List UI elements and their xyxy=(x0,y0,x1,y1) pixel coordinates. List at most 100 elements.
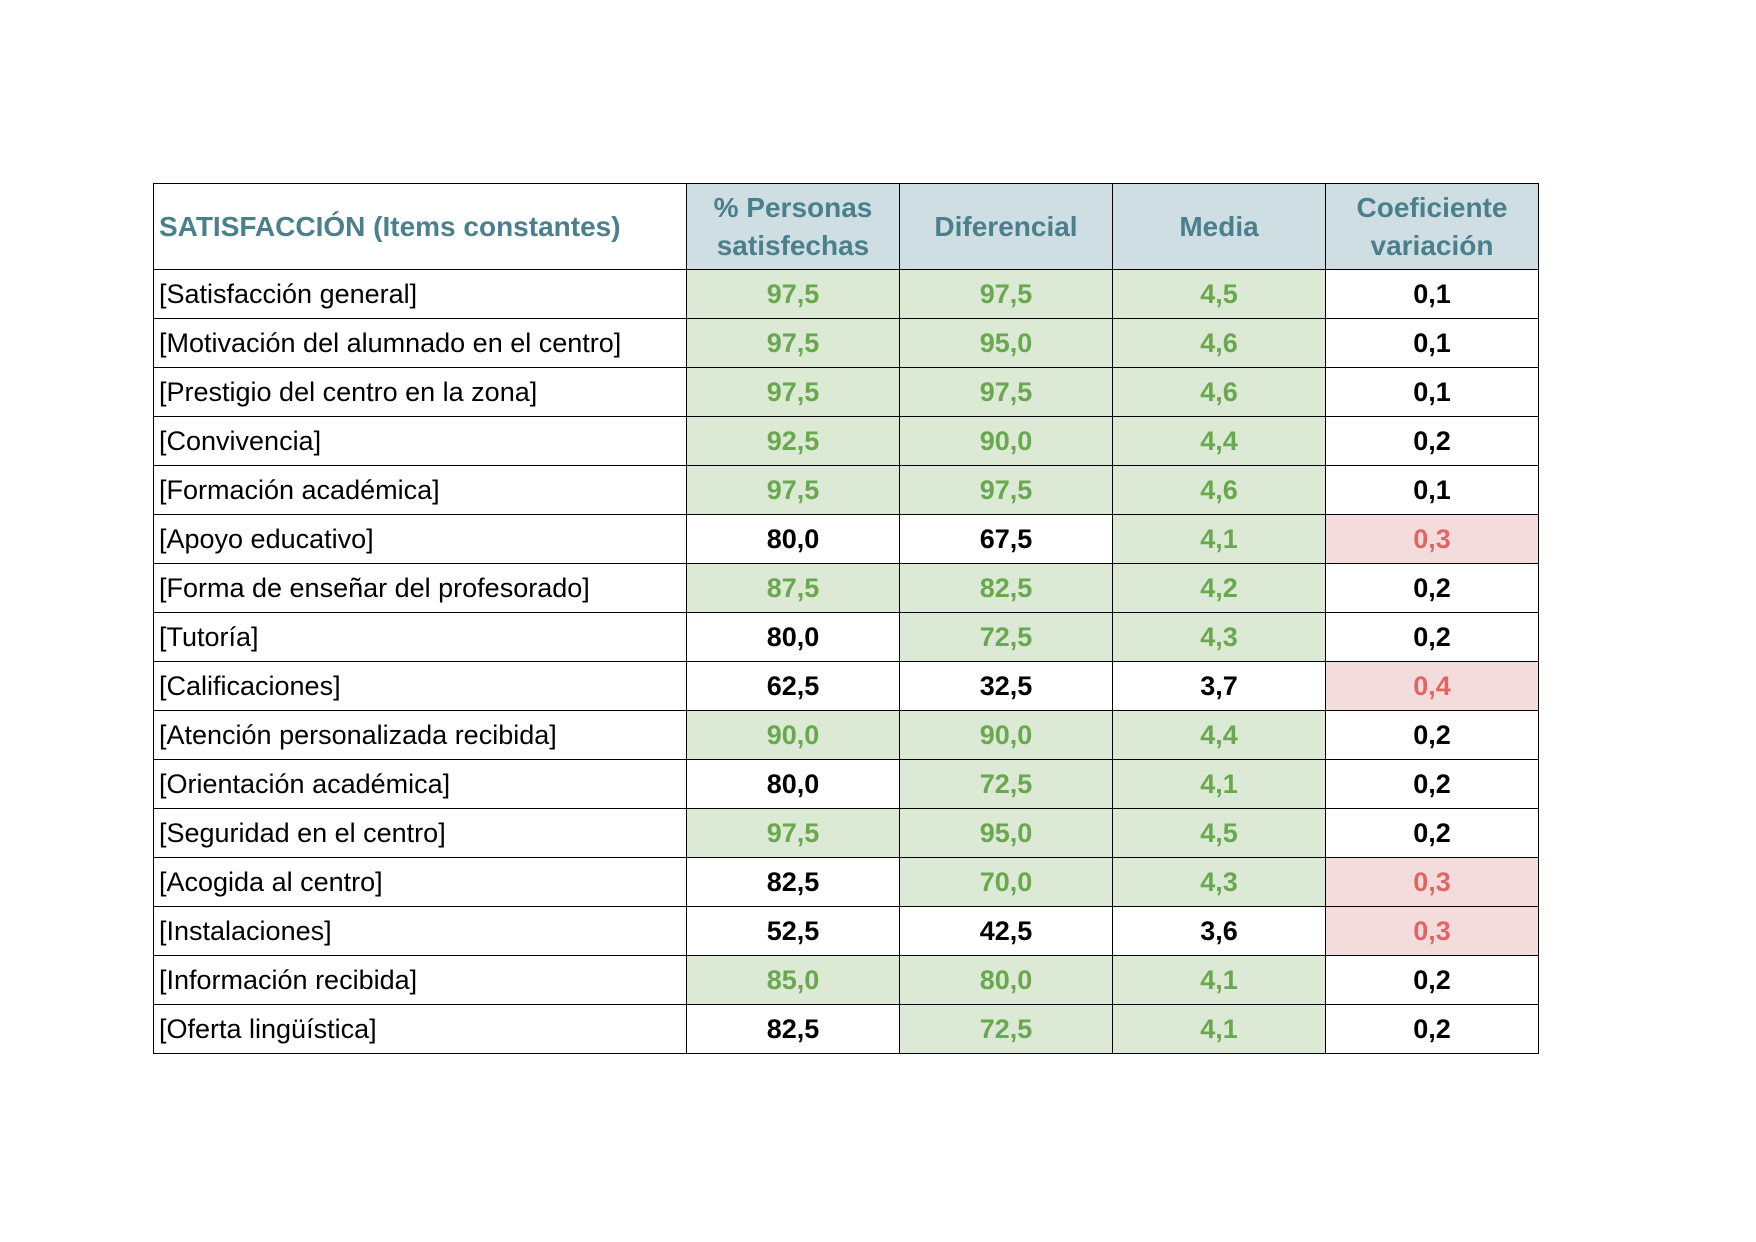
cell-item-label: [Calificaciones] xyxy=(153,661,687,711)
cell-personas-satisfechas: 97,5 xyxy=(686,465,900,515)
cell-diferencial: 97,5 xyxy=(899,367,1113,417)
cell-diferencial: 80,0 xyxy=(899,955,1113,1005)
cell-personas-satisfechas: 97,5 xyxy=(686,808,900,858)
cell-item-label: [Satisfacción general] xyxy=(153,269,687,319)
cell-item-label: [Convivencia] xyxy=(153,416,687,466)
cell-media: 3,7 xyxy=(1112,661,1326,711)
cell-item-label: [Motivación del alumnado en el centro] xyxy=(153,318,687,368)
table-row: [Satisfacción general] 97,5 97,5 4,5 0,1 xyxy=(153,269,1539,319)
cell-personas-satisfechas: 97,5 xyxy=(686,318,900,368)
cell-coeficiente-variacion: 0,2 xyxy=(1325,612,1539,662)
table-row: [Orientación académica] 80,0 72,5 4,1 0,2 xyxy=(153,759,1539,809)
cell-personas-satisfechas: 92,5 xyxy=(686,416,900,466)
cell-item-label: [Orientación académica] xyxy=(153,759,687,809)
cell-coeficiente-variacion: 0,1 xyxy=(1325,269,1539,319)
cell-diferencial: 70,0 xyxy=(899,857,1113,907)
cell-personas-satisfechas: 82,5 xyxy=(686,1004,900,1054)
table-row: [Motivación del alumnado en el centro] 97… xyxy=(153,318,1539,368)
cell-media: 4,1 xyxy=(1112,514,1326,564)
cell-personas-satisfechas: 97,5 xyxy=(686,269,900,319)
cell-media: 3,6 xyxy=(1112,906,1326,956)
cell-item-label: [Seguridad en el centro] xyxy=(153,808,687,858)
cell-media: 4,6 xyxy=(1112,465,1326,515)
cell-diferencial: 42,5 xyxy=(899,906,1113,956)
header-diferencial: Diferencial xyxy=(899,183,1113,270)
cell-personas-satisfechas: 80,0 xyxy=(686,759,900,809)
table-row: [Información recibida] 85,0 80,0 4,1 0,2 xyxy=(153,955,1539,1005)
header-personas-line1: % Personas xyxy=(713,191,873,223)
cell-media: 4,3 xyxy=(1112,857,1326,907)
cell-diferencial: 90,0 xyxy=(899,416,1113,466)
cell-media: 4,5 xyxy=(1112,808,1326,858)
cell-coeficiente-variacion: 0,2 xyxy=(1325,416,1539,466)
cell-item-label: [Información recibida] xyxy=(153,955,687,1005)
cell-coeficiente-variacion: 0,2 xyxy=(1325,759,1539,809)
cell-personas-satisfechas: 80,0 xyxy=(686,612,900,662)
cell-media: 4,6 xyxy=(1112,367,1326,417)
header-coef-line1: Coeficiente xyxy=(1356,191,1508,223)
header-coef-line2: variación xyxy=(1370,229,1494,261)
cell-media: 4,1 xyxy=(1112,1004,1326,1054)
table-row: [Convivencia] 92,5 90,0 4,4 0,2 xyxy=(153,416,1539,466)
cell-coeficiente-variacion: 0,3 xyxy=(1325,857,1539,907)
cell-item-label: [Forma de enseñar del profesorado] xyxy=(153,563,687,613)
table-row: [Atención personalizada recibida] 90,0 90,… xyxy=(153,710,1539,760)
header-personas-line2: satisfechas xyxy=(716,229,870,261)
cell-coeficiente-variacion: 0,2 xyxy=(1325,808,1539,858)
cell-coeficiente-variacion: 0,1 xyxy=(1325,367,1539,417)
table-row: [Forma de enseñar del profesorado] 87,5 82… xyxy=(153,563,1539,613)
header-media: Media xyxy=(1112,183,1326,270)
cell-coeficiente-variacion: 0,2 xyxy=(1325,955,1539,1005)
table-row: [Tutoría] 80,0 72,5 4,3 0,2 xyxy=(153,612,1539,662)
table-row: [Apoyo educativo] 80,0 67,5 4,1 0,3 xyxy=(153,514,1539,564)
cell-diferencial: 67,5 xyxy=(899,514,1113,564)
cell-diferencial: 72,5 xyxy=(899,759,1113,809)
cell-personas-satisfechas: 52,5 xyxy=(686,906,900,956)
cell-coeficiente-variacion: 0,2 xyxy=(1325,1004,1539,1054)
cell-diferencial: 97,5 xyxy=(899,269,1113,319)
cell-item-label: [Instalaciones] xyxy=(153,906,687,956)
cell-coeficiente-variacion: 0,4 xyxy=(1325,661,1539,711)
cell-personas-satisfechas: 87,5 xyxy=(686,563,900,613)
cell-personas-satisfechas: 62,5 xyxy=(686,661,900,711)
cell-media: 4,1 xyxy=(1112,955,1326,1005)
cell-item-label: [Prestigio del centro en la zona] xyxy=(153,367,687,417)
header-item: SATISFACCIÓN (Items constantes) xyxy=(153,183,687,270)
table-row: [Calificaciones] 62,5 32,5 3,7 0,4 xyxy=(153,661,1539,711)
cell-personas-satisfechas: 90,0 xyxy=(686,710,900,760)
table-row: [Prestigio del centro en la zona] 97,5 97,… xyxy=(153,367,1539,417)
cell-diferencial: 97,5 xyxy=(899,465,1113,515)
table-row: [Formación académica] 97,5 97,5 4,6 0,1 xyxy=(153,465,1539,515)
cell-media: 4,3 xyxy=(1112,612,1326,662)
cell-diferencial: 95,0 xyxy=(899,808,1113,858)
cell-item-label: [Formación académica] xyxy=(153,465,687,515)
cell-media: 4,5 xyxy=(1112,269,1326,319)
cell-diferencial: 72,5 xyxy=(899,1004,1113,1054)
cell-diferencial: 90,0 xyxy=(899,710,1113,760)
cell-media: 4,4 xyxy=(1112,710,1326,760)
cell-diferencial: 32,5 xyxy=(899,661,1113,711)
cell-item-label: [Tutoría] xyxy=(153,612,687,662)
cell-coeficiente-variacion: 0,3 xyxy=(1325,514,1539,564)
cell-personas-satisfechas: 85,0 xyxy=(686,955,900,1005)
cell-coeficiente-variacion: 0,3 xyxy=(1325,906,1539,956)
cell-personas-satisfechas: 80,0 xyxy=(686,514,900,564)
cell-personas-satisfechas: 97,5 xyxy=(686,367,900,417)
cell-diferencial: 82,5 xyxy=(899,563,1113,613)
cell-media: 4,2 xyxy=(1112,563,1326,613)
cell-coeficiente-variacion: 0,2 xyxy=(1325,710,1539,760)
table-body: [Satisfacción general] 97,5 97,5 4,5 0,1 [Mot… xyxy=(153,269,1539,1054)
cell-personas-satisfechas: 82,5 xyxy=(686,857,900,907)
cell-item-label: [Acogida al centro] xyxy=(153,857,687,907)
cell-coeficiente-variacion: 0,1 xyxy=(1325,465,1539,515)
table-row: [Acogida al centro] 82,5 70,0 4,3 0,3 xyxy=(153,857,1539,907)
cell-coeficiente-variacion: 0,2 xyxy=(1325,563,1539,613)
cell-media: 4,4 xyxy=(1112,416,1326,466)
cell-diferencial: 72,5 xyxy=(899,612,1113,662)
cell-diferencial: 95,0 xyxy=(899,318,1113,368)
header-coeficiente-variacion: Coeficiente variación xyxy=(1325,183,1539,270)
header-personas-satisfechas: % Personas satisfechas xyxy=(686,183,900,270)
cell-item-label: [Oferta lingüística] xyxy=(153,1004,687,1054)
satisfaction-table: SATISFACCIÓN (Items constantes) % Person… xyxy=(153,183,1539,1054)
table-row: [Instalaciones] 52,5 42,5 3,6 0,3 xyxy=(153,906,1539,956)
